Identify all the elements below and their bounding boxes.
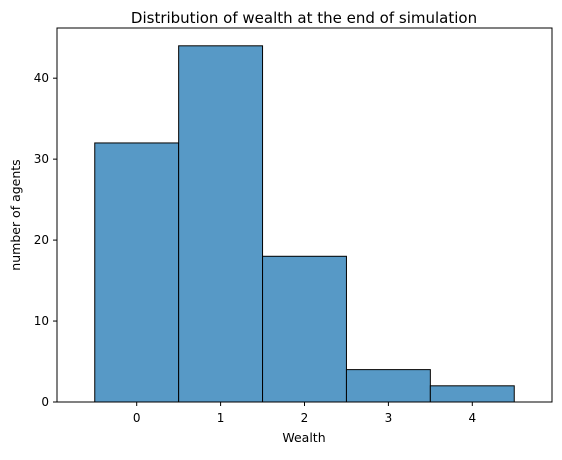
bars-group [94, 45, 515, 403]
x-tick-label: 3 [385, 411, 393, 425]
bar-2 [262, 255, 347, 403]
x-tick-label: 2 [301, 411, 309, 425]
y-axis-label: number of agents [8, 159, 23, 270]
y-tick-label: 10 [34, 314, 49, 328]
x-tick-label: 0 [133, 411, 141, 425]
bar-1 [178, 45, 264, 403]
y-tick-label: 0 [41, 395, 49, 409]
bar-0 [94, 142, 180, 403]
x-tick-label: 1 [217, 411, 225, 425]
y-tick-label: 20 [34, 233, 49, 247]
bar-3 [345, 369, 431, 403]
x-tick-label: 4 [468, 411, 476, 425]
chart-title: Distribution of wealth at the end of sim… [131, 9, 477, 27]
y-tick-label: 40 [34, 71, 49, 85]
y-tick-label: 30 [34, 152, 49, 166]
bar-4 [429, 385, 515, 403]
y-axis: 0 10 20 30 40 [34, 71, 57, 409]
x-axis: 0 1 2 3 4 [133, 402, 476, 425]
x-axis-label: Wealth [282, 430, 325, 445]
